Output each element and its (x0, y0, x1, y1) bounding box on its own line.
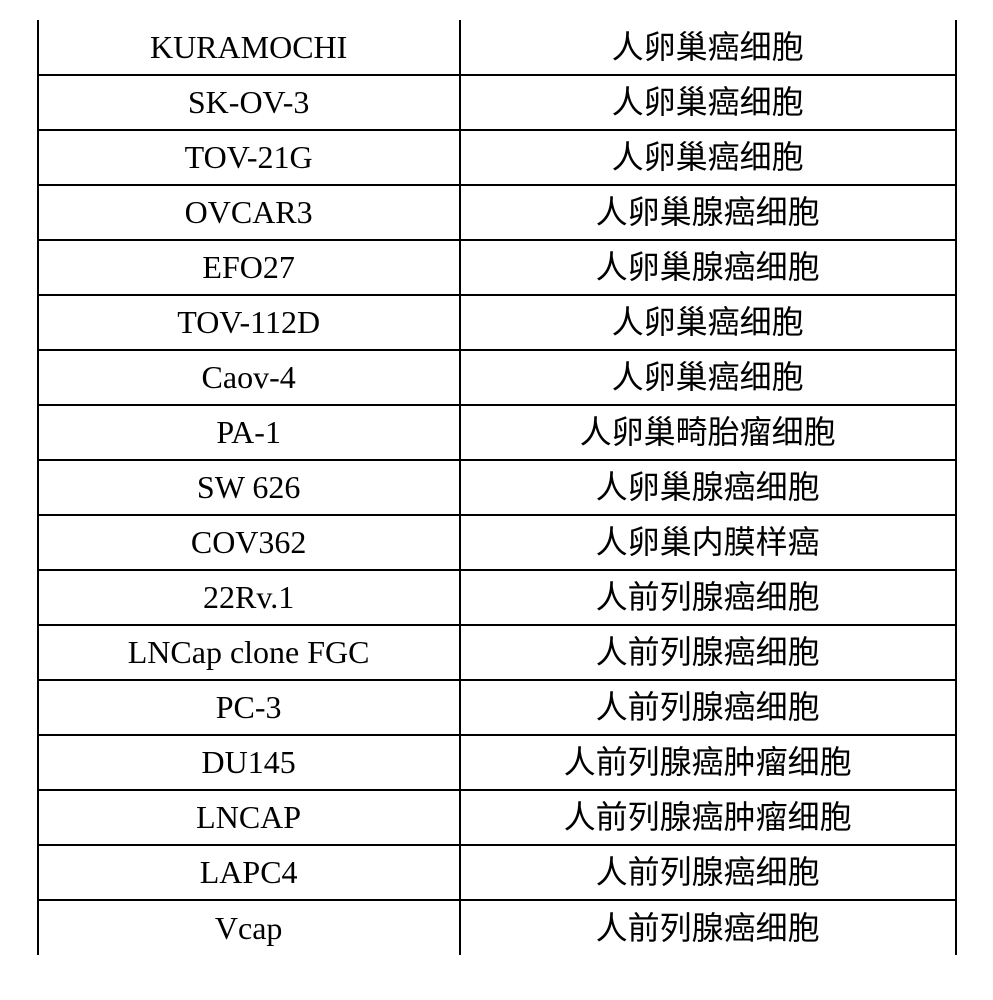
cell-line-name: SK-OV-3 (38, 75, 460, 130)
table-row: PC-3 人前列腺癌细胞 (38, 680, 956, 735)
cell-line-name: OVCAR3 (38, 185, 460, 240)
cell-line-description: 人前列腺癌细胞 (460, 625, 956, 680)
table-body: KURAMOCHI 人卵巢癌细胞 SK-OV-3 人卵巢癌细胞 TOV-21G … (38, 20, 956, 955)
cell-line-description: 人卵巢腺癌细胞 (460, 240, 956, 295)
cell-line-description: 人卵巢癌细胞 (460, 75, 956, 130)
cell-line-description: 人卵巢腺癌细胞 (460, 460, 956, 515)
table-row: EFO27 人卵巢腺癌细胞 (38, 240, 956, 295)
table-row: OVCAR3 人卵巢腺癌细胞 (38, 185, 956, 240)
cell-line-description: 人卵巢癌细胞 (460, 295, 956, 350)
cell-line-name: 22Rv.1 (38, 570, 460, 625)
cell-line-name: KURAMOCHI (38, 20, 460, 75)
cell-line-description: 人前列腺癌细胞 (460, 680, 956, 735)
cell-line-description: 人前列腺癌细胞 (460, 845, 956, 900)
table-row: PA-1 人卵巢畸胎瘤细胞 (38, 405, 956, 460)
cell-line-name: SW 626 (38, 460, 460, 515)
table-row: Vcap 人前列腺癌细胞 (38, 900, 956, 955)
cell-line-description: 人前列腺癌细胞 (460, 570, 956, 625)
cell-line-name: Vcap (38, 900, 460, 955)
cell-line-name: PA-1 (38, 405, 460, 460)
table-row: DU145 人前列腺癌肿瘤细胞 (38, 735, 956, 790)
table-row: Caov-4 人卵巢癌细胞 (38, 350, 956, 405)
cell-line-description: 人前列腺癌细胞 (460, 900, 956, 955)
table-row: LAPC4 人前列腺癌细胞 (38, 845, 956, 900)
table-row: 22Rv.1 人前列腺癌细胞 (38, 570, 956, 625)
cell-line-name: PC-3 (38, 680, 460, 735)
cell-line-name: LAPC4 (38, 845, 460, 900)
cell-line-name: EFO27 (38, 240, 460, 295)
cell-line-table: KURAMOCHI 人卵巢癌细胞 SK-OV-3 人卵巢癌细胞 TOV-21G … (37, 20, 957, 955)
cell-line-description: 人卵巢畸胎瘤细胞 (460, 405, 956, 460)
cell-line-description: 人卵巢癌细胞 (460, 130, 956, 185)
cell-line-description: 人前列腺癌肿瘤细胞 (460, 790, 956, 845)
cell-line-description: 人前列腺癌肿瘤细胞 (460, 735, 956, 790)
cell-line-name: TOV-21G (38, 130, 460, 185)
table-row: TOV-21G 人卵巢癌细胞 (38, 130, 956, 185)
table-row: SW 626 人卵巢腺癌细胞 (38, 460, 956, 515)
cell-line-description: 人卵巢内膜样癌 (460, 515, 956, 570)
table-row: COV362 人卵巢内膜样癌 (38, 515, 956, 570)
table-row: LNCAP 人前列腺癌肿瘤细胞 (38, 790, 956, 845)
cell-line-description: 人卵巢癌细胞 (460, 20, 956, 75)
table-row: TOV-112D 人卵巢癌细胞 (38, 295, 956, 350)
cell-line-name: LNCap clone FGC (38, 625, 460, 680)
cell-line-name: DU145 (38, 735, 460, 790)
cell-line-name: COV362 (38, 515, 460, 570)
cell-line-name: TOV-112D (38, 295, 460, 350)
cell-line-description: 人卵巢腺癌细胞 (460, 185, 956, 240)
table-row: SK-OV-3 人卵巢癌细胞 (38, 75, 956, 130)
table-row: KURAMOCHI 人卵巢癌细胞 (38, 20, 956, 75)
cell-line-name: Caov-4 (38, 350, 460, 405)
cell-line-description: 人卵巢癌细胞 (460, 350, 956, 405)
table-row: LNCap clone FGC 人前列腺癌细胞 (38, 625, 956, 680)
cell-line-name: LNCAP (38, 790, 460, 845)
